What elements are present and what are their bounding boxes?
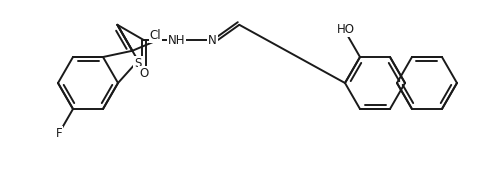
- Text: F: F: [56, 127, 62, 140]
- Text: HO: HO: [336, 23, 354, 36]
- Text: O: O: [139, 67, 149, 80]
- Text: N: N: [208, 34, 217, 47]
- Text: Cl: Cl: [150, 29, 162, 42]
- Text: S: S: [134, 57, 142, 70]
- Text: NH: NH: [167, 34, 185, 47]
